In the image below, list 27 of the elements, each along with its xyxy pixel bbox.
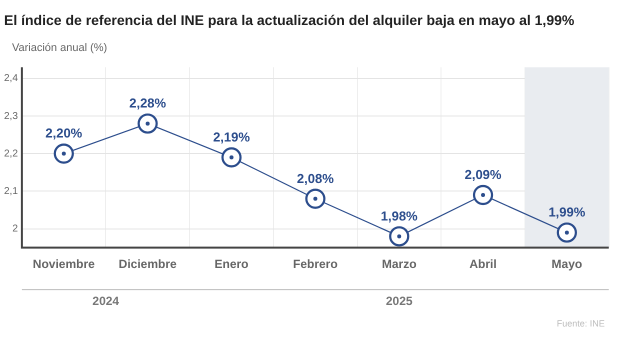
data-label: 2,08%	[296, 170, 334, 186]
point	[556, 222, 577, 243]
data-label: 2,28%	[129, 96, 167, 111]
y-axis-title: Variación anual (%)	[11, 41, 108, 56]
source-note: Fuente: INE	[556, 318, 605, 329]
chart-title: El índice de referencia del INE para la actualización del alquiler baja en mayo al 1,99%	[3, 11, 576, 30]
x-tick-label: Febrero	[293, 257, 338, 272]
text: 2025	[386, 294, 413, 308]
y-tick-label: 2	[12, 224, 18, 235]
text: 2024	[92, 294, 120, 308]
x-tick-label: Abril	[469, 257, 497, 272]
data-label: 1,98%	[380, 208, 418, 224]
data-label: 2,19%	[213, 129, 250, 144]
point	[221, 147, 242, 168]
data-label: 2,20%	[45, 126, 83, 141]
x-tick-label: Marzo	[382, 257, 417, 272]
x-tick-label: Mayo	[552, 257, 582, 272]
x-tick-label: Diciembre	[118, 257, 177, 272]
x-tick-label: Noviembre	[32, 257, 96, 272]
data-label: 1,99%	[548, 204, 586, 220]
y-tick-label: 2,1	[4, 186, 18, 197]
x-tick-label: Enero	[214, 257, 249, 272]
y-tick-label: 2,4	[4, 73, 18, 84]
point	[472, 184, 494, 206]
y-tick-label: 2,2	[4, 148, 18, 160]
y-tick-label: 2,3	[4, 110, 18, 122]
data-label: 2,09%	[464, 167, 502, 182]
